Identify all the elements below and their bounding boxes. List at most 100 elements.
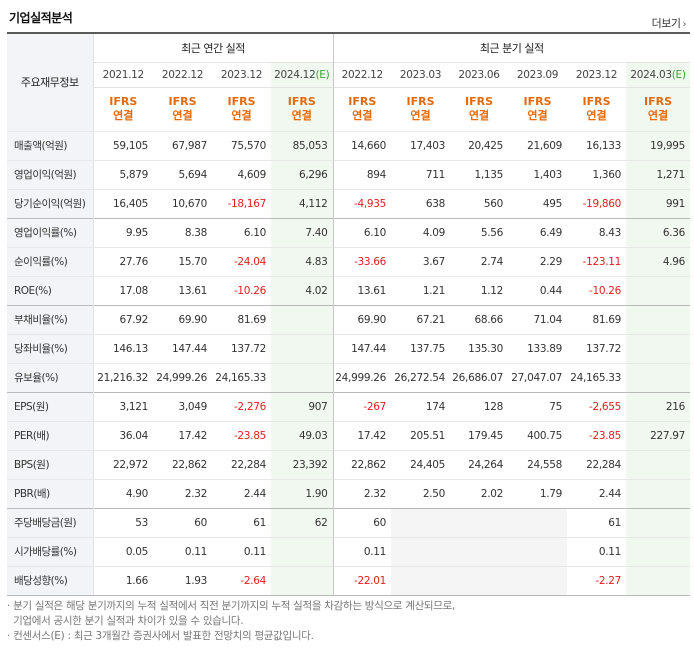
table-cell: 179.45 xyxy=(450,420,509,450)
table-cell: 71.04 xyxy=(508,304,568,334)
table-cell xyxy=(626,536,691,566)
table-cell xyxy=(626,565,691,596)
table-cell: 17.42 xyxy=(153,420,212,450)
table-cell: 24,264 xyxy=(450,449,509,479)
standard-line2: 연결 xyxy=(352,109,373,122)
accounting-standard: IFRS 연결 xyxy=(93,86,153,131)
table-cell: 227.97 xyxy=(626,420,691,450)
estimate-mark: (E) xyxy=(315,68,330,81)
table-cell: 24,999.26 xyxy=(153,362,212,392)
table-cell: 67.21 xyxy=(391,304,451,334)
table-cell: 3,121 xyxy=(93,391,153,421)
standard-line1: IFRS xyxy=(348,95,377,108)
table-cell: 22,972 xyxy=(93,449,153,479)
row-label: 당좌비율(%) xyxy=(7,333,94,363)
standard-line1: IFRS xyxy=(582,95,611,108)
standard-line2: 연결 xyxy=(113,109,134,122)
table-cell: 9.95 xyxy=(93,217,153,247)
table-cell: 135.30 xyxy=(450,333,509,363)
table-cell: 0.11 xyxy=(153,536,212,566)
footnote-line: · 분기 실적은 해당 분기까지의 누적 실적에서 직전 분기까지의 누적 실적… xyxy=(7,600,456,612)
table-cell: 1.79 xyxy=(508,478,568,508)
table-cell: -33.66 xyxy=(332,246,392,276)
table-cell xyxy=(391,536,451,566)
table-row: 유보율(%) 21,216.32 24,999.26 24,165.33 24,999.… xyxy=(7,362,691,392)
accounting-standard: IFRS 연결 xyxy=(567,86,627,131)
table-cell: 14,660 xyxy=(332,130,392,160)
table-cell: -18,167 xyxy=(212,188,271,218)
table-cell: 8.43 xyxy=(567,217,627,247)
period-label: 2023.03 xyxy=(399,68,442,81)
period-label: 2023.12 xyxy=(575,68,618,81)
table-cell: 75,570 xyxy=(212,130,271,160)
row-label: 부채비율(%) xyxy=(7,304,94,334)
table-cell: 6.10 xyxy=(212,217,271,247)
table-cell: 24,405 xyxy=(391,449,451,479)
table-row: EPS(원) 3,121 3,049 -2,276 907 -267 174 128 75 -2,… xyxy=(7,391,691,421)
table-cell: 19,995 xyxy=(626,130,691,160)
more-link[interactable]: 더보기 › xyxy=(651,15,687,31)
period-label: 2023.06 xyxy=(458,68,500,81)
table-cell xyxy=(626,478,691,508)
table-cell: 17.42 xyxy=(332,420,392,450)
table-cell: 2.32 xyxy=(153,478,212,508)
standard-line2: 연결 xyxy=(647,109,669,122)
standard-line2: 연결 xyxy=(172,109,193,122)
table-cell: 907 xyxy=(271,391,334,421)
period-header: 2024.03(E) xyxy=(626,61,691,87)
table-cell: 2.44 xyxy=(567,478,627,508)
table-cell: 15.70 xyxy=(153,246,212,276)
standard-line1: IFRS xyxy=(168,95,197,108)
table-cell: 2.44 xyxy=(212,478,271,508)
table-cell: 1,135 xyxy=(450,159,509,189)
table-cell: 69.90 xyxy=(332,304,392,334)
table-row: PBR(배) 4.90 2.32 2.44 1.90 2.32 2.50 2.02 1.79 2.… xyxy=(7,478,691,508)
period-label: 2022.12 xyxy=(341,68,384,81)
table-cell: 59,105 xyxy=(93,130,153,160)
row-label: 배당성향(%) xyxy=(7,565,94,596)
period-label: 2022.12 xyxy=(161,68,204,81)
table-cell: 75 xyxy=(508,391,568,421)
table-cell: 21,609 xyxy=(508,130,568,160)
table-cell xyxy=(626,507,691,537)
standard-line2: 연결 xyxy=(586,109,607,122)
table-cell: 8.38 xyxy=(153,217,212,247)
row-label: PBR(배) xyxy=(7,478,94,508)
table-row: 당좌비율(%) 146.13 147.44 137.72 147.44 137.75 135… xyxy=(7,333,691,363)
period-label: 2023.09 xyxy=(516,68,559,81)
table-cell xyxy=(391,565,451,596)
table-cell: 4.96 xyxy=(626,246,691,276)
period-header: 2022.12 xyxy=(332,61,392,87)
table-cell: 991 xyxy=(626,188,691,218)
table-cell: 0.11 xyxy=(332,536,392,566)
table-cell: 205.51 xyxy=(391,420,451,450)
table-cell: -19,860 xyxy=(567,188,627,218)
table-cell: 137.72 xyxy=(212,333,271,363)
table-cell: 1,360 xyxy=(567,159,627,189)
table-cell: 174 xyxy=(391,391,451,421)
table-cell: 24,999.26 xyxy=(332,362,392,392)
table-cell: 1.90 xyxy=(271,478,334,508)
table-cell: -123.11 xyxy=(567,246,627,276)
period-header: 2021.12 xyxy=(93,61,153,87)
period-header: 2023.12 xyxy=(567,61,627,87)
row-label: 당기순이익(억원) xyxy=(7,188,94,218)
table-cell: 68.66 xyxy=(450,304,509,334)
table-cell: 128 xyxy=(450,391,509,421)
table-cell: -10.26 xyxy=(212,275,271,305)
table-row: 순이익률(%) 27.76 15.70 -24.04 4.83 -33.66 3.67 2.7… xyxy=(7,246,691,276)
table-cell: 4,609 xyxy=(212,159,271,189)
table-row: 배당성향(%) 1.66 1.93 -2.64 -22.01 -2.27 xyxy=(7,565,691,596)
table-cell: 22,862 xyxy=(153,449,212,479)
standard-line2: 연결 xyxy=(410,109,431,122)
table-cell xyxy=(450,565,509,596)
table-row: 영업이익(억원) 5,879 5,694 4,609 6,296 894 711 1,135 1… xyxy=(7,159,691,189)
standard-line2: 연결 xyxy=(231,109,252,122)
period-header: 2023.09 xyxy=(508,61,568,87)
table-cell xyxy=(626,333,691,363)
more-label: 더보기 xyxy=(651,17,681,30)
table-cell: 23,392 xyxy=(271,449,334,479)
table-row: 주당배당금(원) 53 60 61 62 60 61 xyxy=(7,507,691,537)
table-cell: 13.61 xyxy=(153,275,212,305)
table-cell: 20,425 xyxy=(450,130,509,160)
